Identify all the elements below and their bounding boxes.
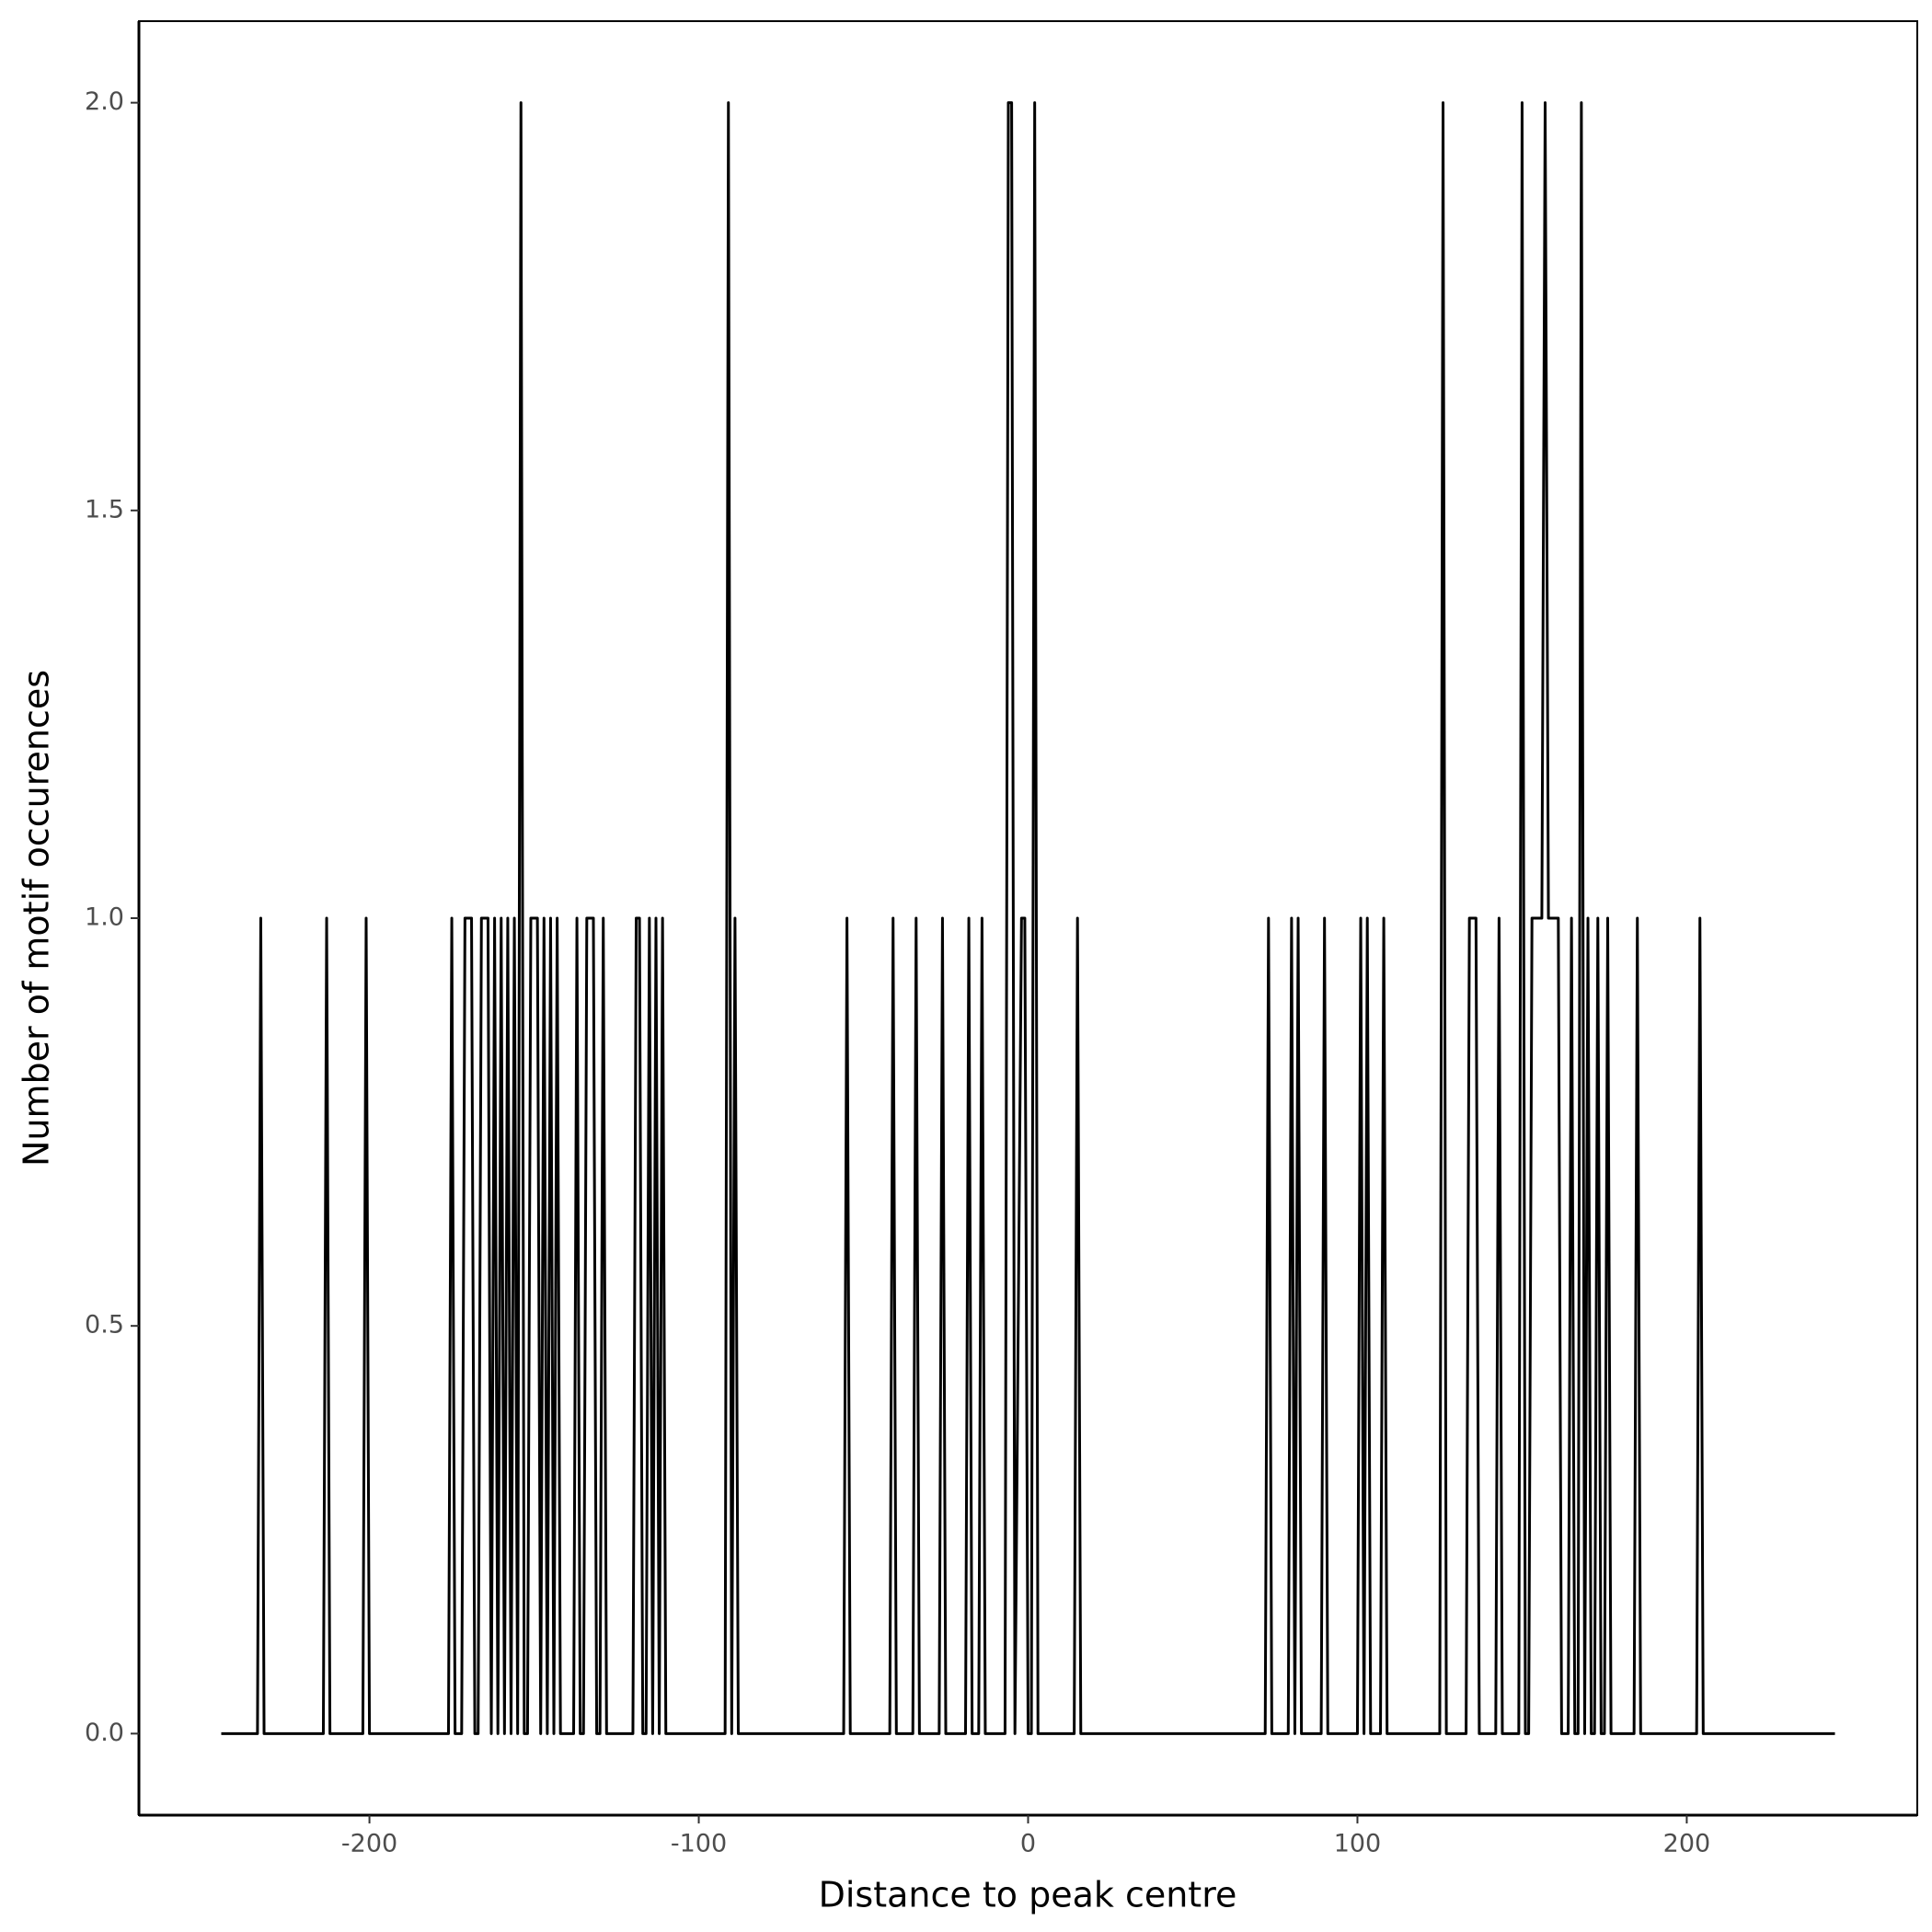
x-tick-label: 0: [1020, 1830, 1036, 1858]
x-tick-label: -200: [341, 1830, 397, 1858]
x-axis-title: Distance to peak centre: [819, 1875, 1237, 1915]
x-tick-label: -100: [671, 1830, 727, 1858]
x-tick-label: 100: [1334, 1830, 1382, 1858]
data-line: [221, 101, 1835, 1735]
x-tick-label: 200: [1663, 1830, 1711, 1858]
y-tick-label: 2.0: [85, 87, 124, 116]
y-axis-title: Number of motif occurences: [17, 670, 57, 1167]
y-tick-label: 0.5: [85, 1311, 124, 1340]
y-tick-label: 0.0: [85, 1719, 124, 1747]
y-tick-label: 1.0: [85, 903, 124, 932]
y-tick-label: 1.5: [85, 495, 124, 523]
